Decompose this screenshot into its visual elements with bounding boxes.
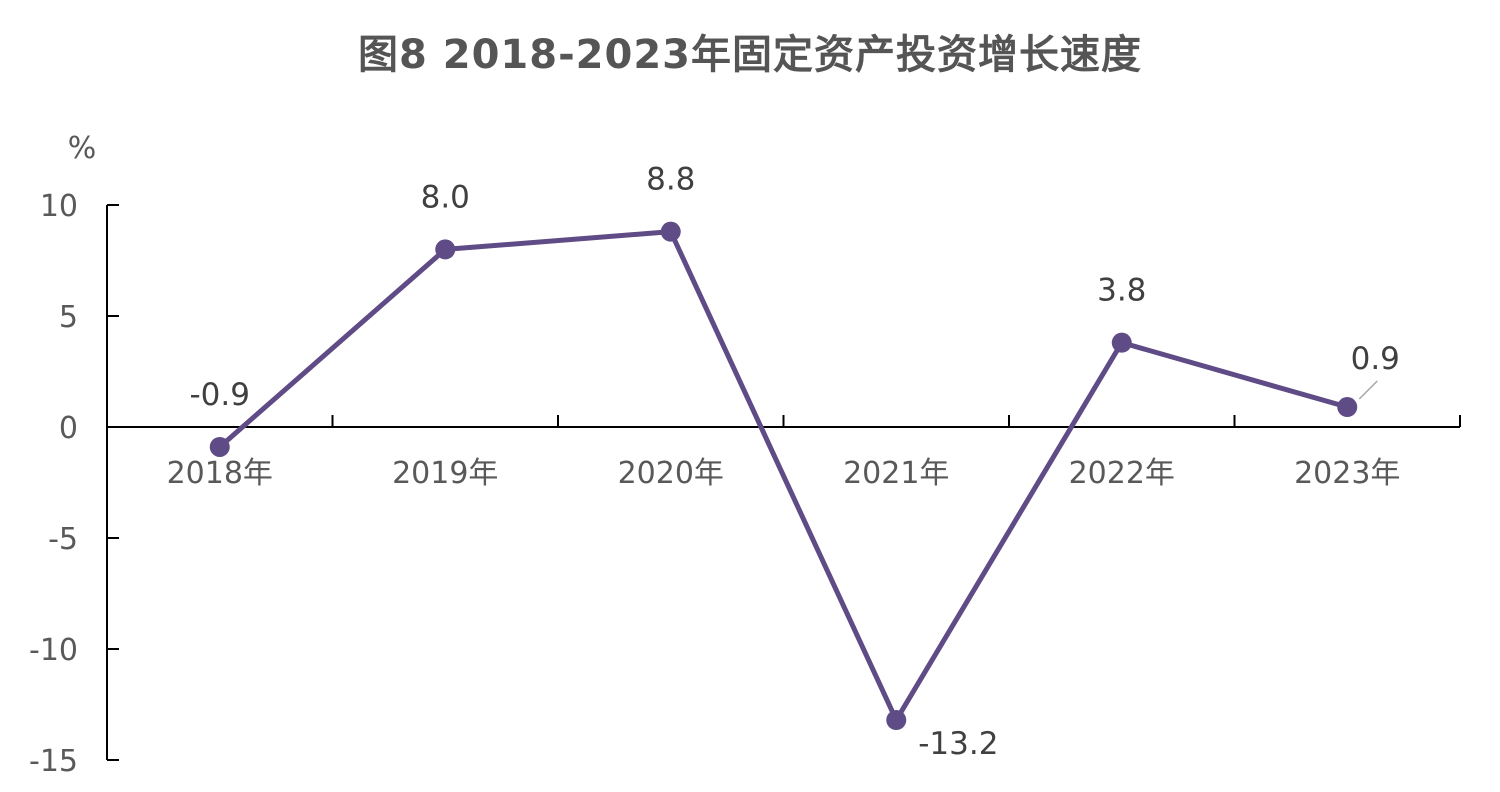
x-tick-label: 2018年 <box>167 456 273 491</box>
data-point <box>1111 332 1132 353</box>
y-tick-label: -15 <box>29 744 78 779</box>
y-tick-label: 10 <box>40 189 78 224</box>
x-tick-label: 2021年 <box>843 456 949 491</box>
data-label: 8.0 <box>421 179 470 215</box>
x-tick-label: 2020年 <box>618 456 724 491</box>
axes <box>106 205 1460 760</box>
data-point <box>209 436 230 457</box>
data-point <box>660 221 681 242</box>
data-label: 0.9 <box>1351 341 1400 377</box>
series-line <box>218 229 1348 723</box>
y-tick-label: -10 <box>29 633 78 668</box>
x-tick-label: 2023年 <box>1294 456 1400 491</box>
y-unit-label: % <box>68 131 97 166</box>
chart-title: 图8 2018-2023年固定资产投资增长速度 <box>357 32 1142 78</box>
data-label: 8.8 <box>646 162 695 198</box>
y-tick-labels: 10 5 0 -5 -10 -15 <box>29 189 119 779</box>
x-tick-labels: 2018年 2019年 2020年 2021年 2022年 2023年 <box>167 415 1461 491</box>
x-tick-label: 2022年 <box>1069 456 1175 491</box>
data-point <box>435 239 456 260</box>
y-tick-label: 0 <box>59 411 78 446</box>
series-group <box>209 221 1358 731</box>
y-tick-label: -5 <box>48 522 78 557</box>
data-point <box>1337 397 1358 418</box>
x-tick-label: 2019年 <box>392 456 498 491</box>
data-labels: -0.9 8.0 8.8 -13.2 3.8 0.9 <box>190 162 1400 762</box>
data-label: 3.8 <box>1097 273 1146 309</box>
data-point <box>886 710 907 731</box>
leader-line <box>1358 380 1378 400</box>
data-label: -0.9 <box>190 377 251 413</box>
y-tick-label: 5 <box>59 300 78 335</box>
data-label: -13.2 <box>918 726 998 762</box>
